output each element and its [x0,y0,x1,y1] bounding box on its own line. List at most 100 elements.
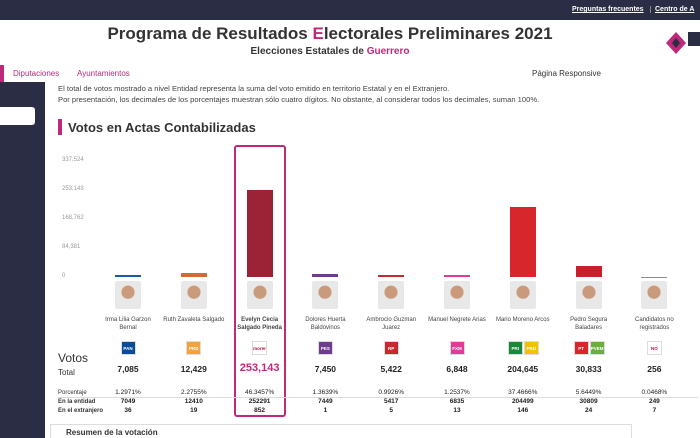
table-cell: 7449 [318,398,333,405]
subtitle-part: Guerrero [366,46,410,57]
section-marker [58,119,62,135]
title-part: lectorales Preliminares 2021 [323,24,553,43]
party-logo: PRD [523,341,539,355]
table-cell: 1.2971% [115,389,141,396]
top-bar [0,0,700,20]
candidate-name: Manuel Negrete Arias [428,317,486,323]
summary-title: Resumen de la votación [66,428,158,437]
table-cell: 12410 [184,398,203,405]
party-logo: PRI [507,341,523,355]
section-title: Votos en Actas Contabilizadas [68,120,256,135]
tab[interactable]: Diputaciones [13,69,60,78]
table-cell: 1.3639% [312,389,339,396]
candidate-name: Candidatos no registrados [635,317,674,331]
table-cell: 252291 [248,398,271,405]
bar [180,272,207,277]
table-cell: 1.2537% [444,389,470,396]
nav-bar [0,65,700,82]
bar [575,266,602,277]
y-tick-label: 0 [62,273,66,279]
vote-total: 253,143 [239,362,280,374]
bar [378,275,405,277]
table-cell: 19 [190,407,198,414]
table-cell: 24 [584,407,593,414]
table-cell: 36 [124,407,132,414]
responsive-link[interactable]: Página Responsive [532,69,601,78]
votes-label: Votos [58,351,89,365]
candidate-name: Ruth Zavaleta Salgado [163,317,225,323]
active-marker [0,65,4,82]
bar [444,274,470,277]
candidate-name: Mario Moreno Arcos [495,317,550,323]
y-tick-label: 84,381 [62,244,81,250]
candidate-photo [115,281,141,309]
party-logo: PVEM [589,341,605,355]
bar [246,190,273,277]
party-logo: PRD [186,341,202,355]
vote-total: 12,429 [180,364,207,374]
table-cell: 46.3457% [244,389,275,396]
candidate-name: Ambrocio Guzman Juarez [366,317,417,331]
table-cell: 30809 [579,398,598,405]
subtitle-part: Elecciones Estatales de [250,46,367,57]
table-cell: 249 [648,398,660,405]
table-cell: 0.9926% [378,389,405,396]
table-cell: 0.0468% [641,389,668,396]
vote-total: 256 [647,364,662,374]
search-box[interactable] [0,107,35,125]
vote-total: 7,085 [117,364,139,374]
faq-link[interactable]: Preguntas frecuentes [572,6,644,13]
vote-total: 6,848 [446,364,468,374]
summary-box [50,424,632,438]
content [45,82,700,438]
vote-total: 204,645 [507,364,539,374]
vote-total: 30,833 [575,364,602,374]
table-cell: 1 [323,407,328,414]
table-cell: 5.6449% [575,389,602,396]
vote-total: 5,422 [380,364,402,374]
table-cell: 204499 [511,398,534,405]
party-logo: PAN [120,341,136,355]
row-divider [58,397,698,398]
y-tick-label: 253,143 [62,186,84,192]
table-cell: 852 [254,407,266,414]
candidate-photo [180,281,207,309]
bar [509,206,536,277]
y-tick-label: 337,524 [62,157,84,163]
tab[interactable]: Ayuntamientos [77,69,130,78]
prep-logo [666,32,700,54]
candidate-name: Dolores Huerta Baldovinos [305,317,346,331]
highlight [233,145,286,417]
candidate-name: Pedro Segura Baladares [570,317,608,331]
candidate-photo [641,281,668,309]
page-subtitle: Elecciones Estatales de Guerrero [0,46,660,57]
party-logo: morena [252,341,268,355]
table-cell: 7049 [120,398,136,405]
table-cell: 2.2755% [180,389,207,396]
table-cell: 5417 [383,398,399,405]
row-label: Porcentaje [58,390,87,396]
title-part: Programa de Resultados [107,24,313,43]
candidate-photo [246,281,273,309]
candidate-name: Evelyn Cecia Salgado Pineda [237,317,282,331]
table-cell: 5 [389,407,393,414]
candidate-photo [575,281,602,309]
party-logo: NO REG. [646,341,662,355]
bar [115,274,141,277]
table-cell: 146 [517,407,529,414]
party-logo: PES [317,341,333,355]
note: Por presentación, los decimales de los p… [58,95,540,104]
table-cell: 13 [453,407,461,414]
party-logo: FXM [449,341,465,355]
candidate-photo [444,281,470,309]
title-part: E [312,24,324,43]
help-link[interactable]: Centro de A [650,6,694,13]
row-label: En el extranjero [58,408,104,414]
bar [312,274,339,277]
candidate-photo [378,281,405,309]
candidate-photo [509,281,536,309]
y-tick-label: 168,762 [62,215,84,221]
row-label: En la entidad [58,399,96,405]
party-logo: PT [573,341,589,355]
